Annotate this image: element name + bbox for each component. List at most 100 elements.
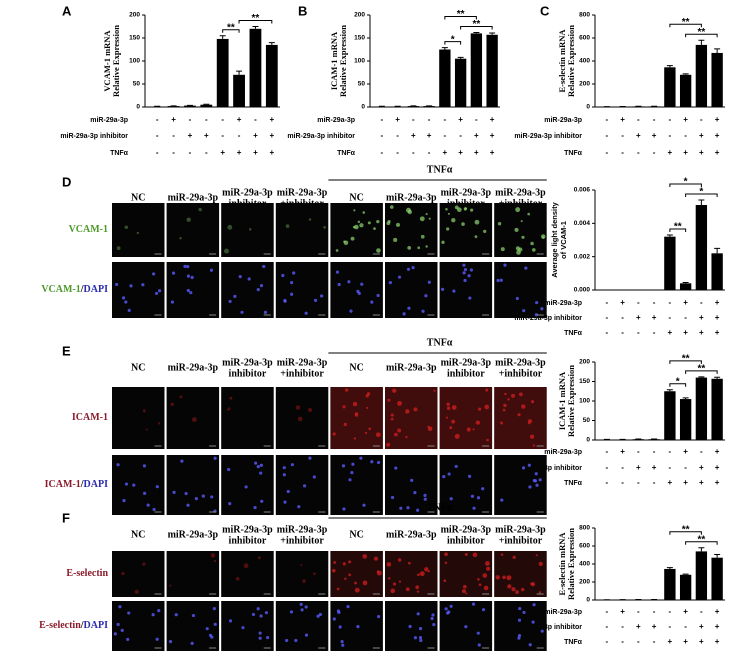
cell-signal — [240, 310, 244, 314]
cell-signal — [528, 422, 531, 425]
error-bar — [714, 554, 721, 558]
condition-sign: - — [381, 115, 384, 124]
condition-sign: - — [621, 637, 624, 646]
cell-signal — [254, 461, 258, 465]
cell-signal — [416, 508, 420, 512]
cell-signal — [516, 250, 521, 255]
cell-signal — [186, 264, 190, 269]
significance-bracket — [685, 33, 718, 38]
cell-signal — [407, 306, 411, 310]
micrograph — [494, 262, 547, 318]
cell-signal — [406, 506, 410, 510]
condition-sign: + — [253, 131, 258, 140]
cell-signal — [517, 634, 522, 638]
condition-sign: + — [715, 447, 720, 456]
cell-signal — [359, 456, 363, 460]
cell-signal — [362, 211, 366, 214]
y-tick-label: 0.006 — [574, 187, 591, 194]
cell-signal — [483, 585, 489, 591]
cell-signal — [514, 227, 519, 232]
cell-signal — [392, 388, 397, 393]
condition-sign: + — [636, 313, 641, 322]
y-tick-label: 0 — [586, 104, 590, 111]
micrograph — [275, 387, 329, 449]
cell-signal — [529, 434, 535, 439]
cell-signal — [332, 617, 336, 621]
bar — [470, 33, 483, 107]
significance-label: ** — [457, 9, 465, 20]
condition-sign: + — [620, 298, 625, 307]
bar — [407, 106, 420, 107]
cell-signal — [467, 274, 471, 278]
cell-signal — [390, 417, 394, 421]
y-axis-label: Relative Expression — [566, 25, 576, 97]
micrograph — [112, 455, 165, 515]
condition-sign: + — [636, 131, 641, 140]
cell-signal — [228, 407, 231, 410]
cell-signal — [389, 205, 394, 209]
condition-sign: - — [475, 115, 478, 124]
cell-signal — [179, 237, 182, 240]
condition-sign: + — [715, 313, 720, 322]
condition-label: miR-29a-3p inhibitor — [514, 315, 582, 322]
condition-sign: - — [653, 607, 656, 616]
condition-sign: - — [684, 313, 687, 322]
condition-sign: - — [653, 298, 656, 307]
error-bar — [252, 26, 259, 29]
error-bar — [714, 376, 721, 379]
condition-sign: + — [715, 115, 720, 124]
cell-signal — [145, 428, 148, 431]
cell-signal — [424, 567, 429, 572]
cell-signal — [190, 641, 194, 645]
cell-signal — [209, 268, 214, 272]
cell-signal — [497, 222, 502, 226]
micrograph — [112, 601, 165, 651]
error-bar — [473, 31, 480, 34]
cell-signal — [142, 409, 146, 413]
condition-sign: + — [699, 478, 704, 487]
cell-signal — [201, 494, 205, 498]
bar — [711, 557, 723, 600]
cell-signal — [228, 619, 233, 623]
cell-signal — [170, 300, 175, 304]
condition-sign: + — [683, 328, 688, 337]
bar — [695, 44, 708, 107]
cell-signal — [398, 580, 402, 583]
cell-signal — [392, 582, 397, 586]
column-header: miR-29a-3p — [441, 357, 492, 368]
condition-sign: + — [237, 148, 242, 157]
cell-signal — [191, 417, 197, 422]
cell-signal — [472, 428, 475, 431]
significance-label: ** — [674, 222, 682, 233]
cell-signal — [126, 637, 130, 642]
y-tick-label: 100 — [354, 58, 365, 65]
cell-signal — [425, 245, 428, 248]
cell-signal — [530, 241, 534, 246]
condition-sign: - — [669, 115, 672, 124]
error-bar — [489, 32, 496, 35]
micrograph — [275, 455, 329, 515]
y-axis-label: Relative Expression — [566, 365, 576, 437]
bar — [679, 283, 692, 290]
micrograph — [439, 387, 493, 449]
cell-signal — [454, 205, 459, 210]
condition-sign: + — [652, 622, 657, 631]
condition-sign: - — [606, 131, 609, 140]
cell-signal — [427, 570, 430, 573]
error-bar — [441, 47, 448, 50]
cell-signal — [336, 587, 340, 591]
condition-sign: + — [715, 637, 720, 646]
cell-signal — [394, 432, 398, 437]
micrograph — [275, 551, 329, 597]
y-tick-label: 0 — [586, 437, 590, 444]
error-bar — [666, 65, 673, 68]
cell-signal — [362, 554, 368, 559]
cell-signal — [256, 288, 260, 292]
column-header: +inhibitor — [280, 535, 324, 546]
cell-signal — [442, 474, 446, 479]
cell-signal — [517, 636, 521, 640]
cell-signal — [154, 291, 159, 296]
cell-signal — [362, 503, 366, 507]
cell-signal — [377, 614, 381, 619]
cell-signal — [228, 502, 232, 506]
